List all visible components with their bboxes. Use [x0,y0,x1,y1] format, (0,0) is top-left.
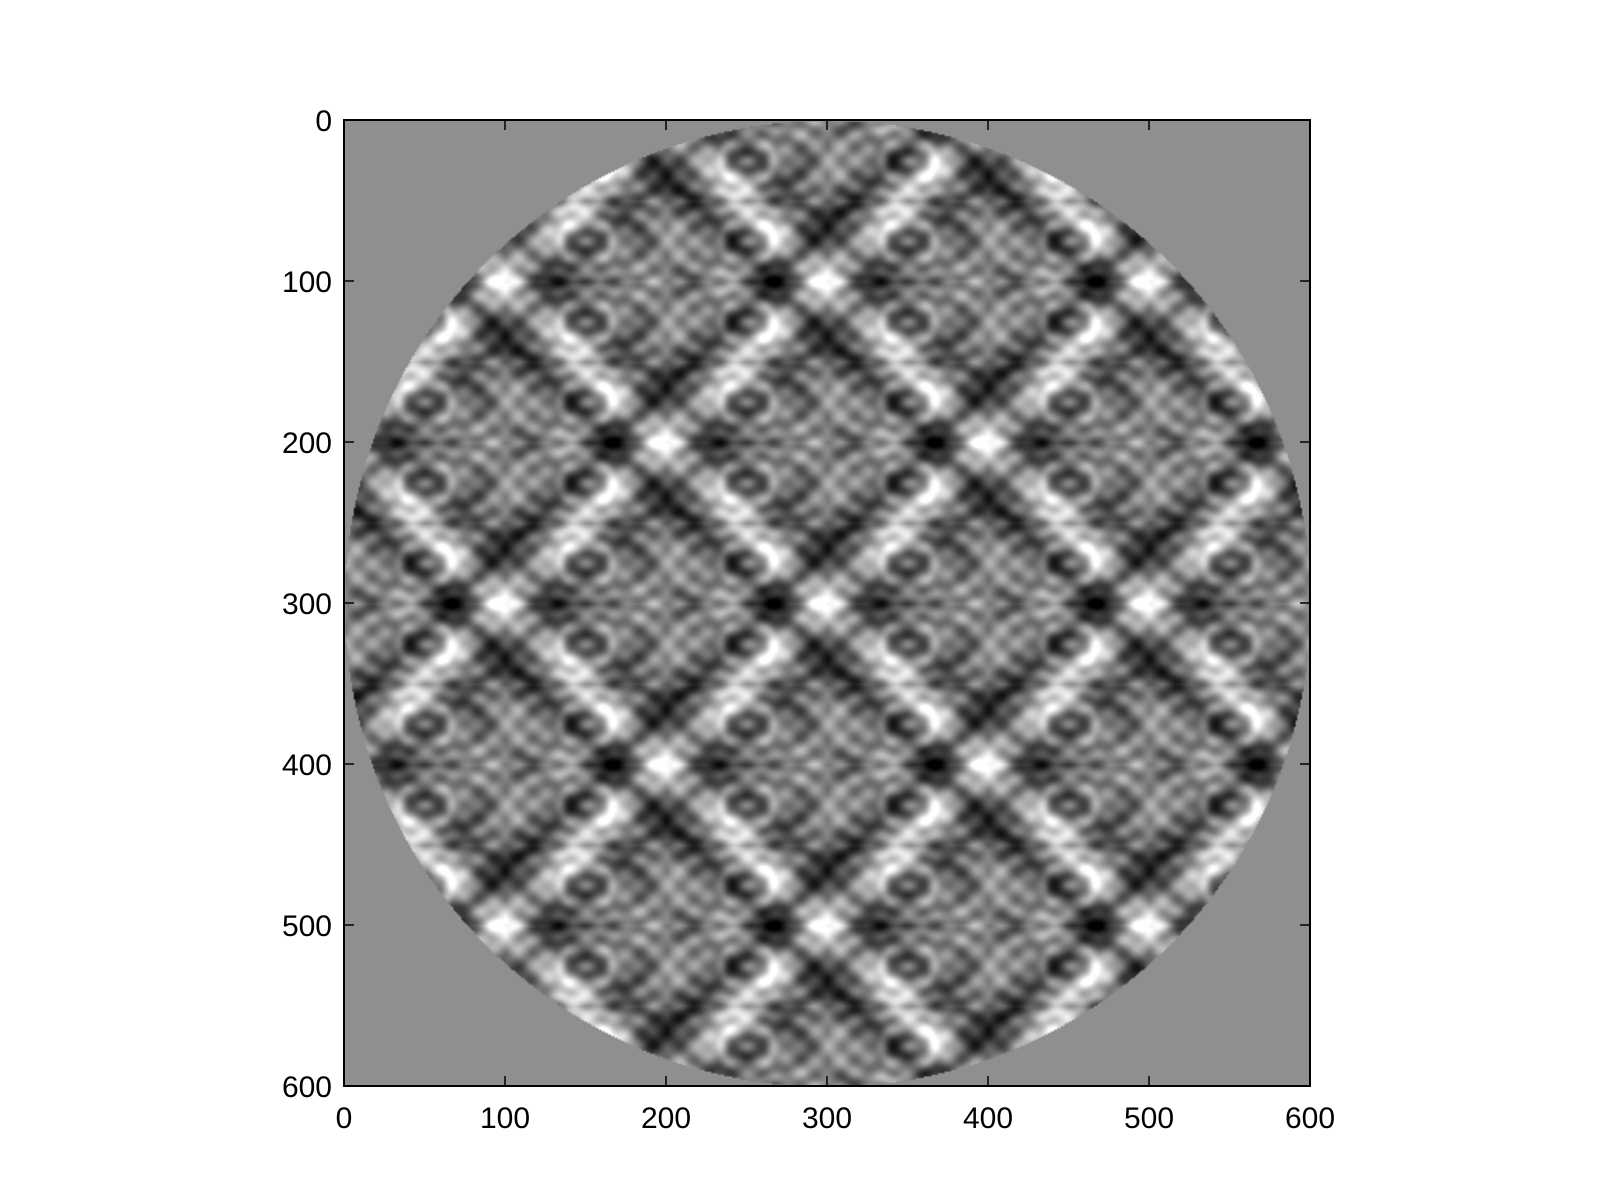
x-tick-label: 100 [480,1102,530,1135]
y-tick-label: 600 [282,1071,332,1104]
y-tick-label: 500 [282,910,332,943]
y-tick-label: 400 [282,749,332,782]
axes-frame [343,119,1311,1087]
x-tick-label: 200 [641,1102,691,1135]
x-tick-label: 300 [802,1102,852,1135]
x-tick-label: 400 [963,1102,1013,1135]
tick-marks [343,119,1311,1087]
y-tick-label: 0 [315,105,332,138]
y-tick-label: 300 [282,588,332,621]
x-tick-label: 500 [1124,1102,1174,1135]
x-tick-label: 0 [336,1102,353,1135]
heatmap-image [344,120,1310,1086]
y-tick-labels: 0 100 200 300 400 500 600 [282,105,332,1104]
y-tick-label: 200 [282,427,332,460]
y-tick-label: 100 [282,266,332,299]
x-tick-labels: 0 100 200 300 400 500 600 [336,1102,1335,1135]
x-tick-label: 600 [1285,1102,1335,1135]
